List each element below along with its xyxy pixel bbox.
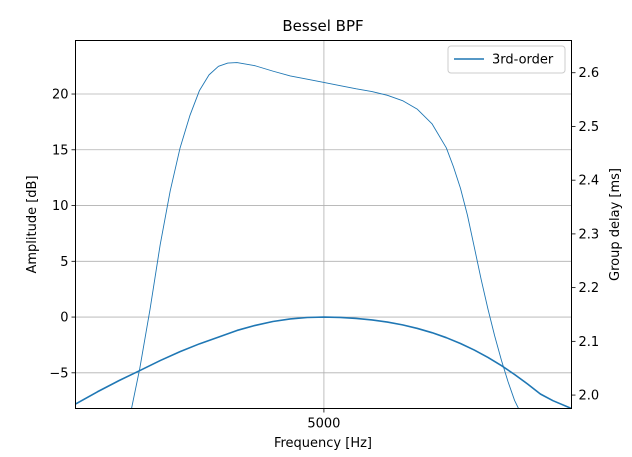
y2-tick-label: 2.4 <box>579 174 600 189</box>
legend-box <box>447 45 566 74</box>
plot-frame <box>75 40 572 409</box>
y-tick-label: 20 <box>52 88 69 103</box>
y2-tick-label: 2.0 <box>579 389 600 404</box>
y-tick-label: −5 <box>49 366 68 381</box>
y2-tick-label: 2.1 <box>579 335 600 350</box>
amplitude-line <box>75 316 572 409</box>
y-tick-label: 15 <box>52 143 69 158</box>
series-layer <box>75 62 572 409</box>
x-axis-label: Frequency [Hz] <box>274 436 372 451</box>
chart-title: Bessel BPF <box>282 17 363 35</box>
y-axis-left: −5 0 5 10 15 20 <box>49 88 76 381</box>
y-axis-label-left: Amplitude [dB] <box>25 175 40 273</box>
y-tick-label: 10 <box>52 199 69 214</box>
y2-tick-label: 2.6 <box>579 66 600 81</box>
y2-tick-label: 2.2 <box>579 281 600 296</box>
group-delay-line <box>131 62 519 409</box>
grid <box>75 40 572 409</box>
y-tick-label: 5 <box>60 255 68 270</box>
y2-tick-label: 2.3 <box>579 227 600 242</box>
legend: 3rd-order <box>447 45 566 74</box>
y-axis-label-right: Group delay [ms] <box>608 168 623 281</box>
y-tick-label: 0 <box>60 311 68 326</box>
x-axis: 5000 <box>307 408 340 432</box>
y2-tick-label: 2.5 <box>579 120 600 135</box>
x-tick-label: 5000 <box>307 417 340 432</box>
legend-label: 3rd-order <box>492 53 554 68</box>
y-axis-right: 2.0 2.1 2.2 2.3 2.4 2.5 2.6 <box>571 66 600 404</box>
